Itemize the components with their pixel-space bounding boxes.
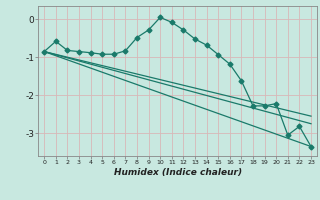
X-axis label: Humidex (Indice chaleur): Humidex (Indice chaleur) (114, 168, 242, 177)
